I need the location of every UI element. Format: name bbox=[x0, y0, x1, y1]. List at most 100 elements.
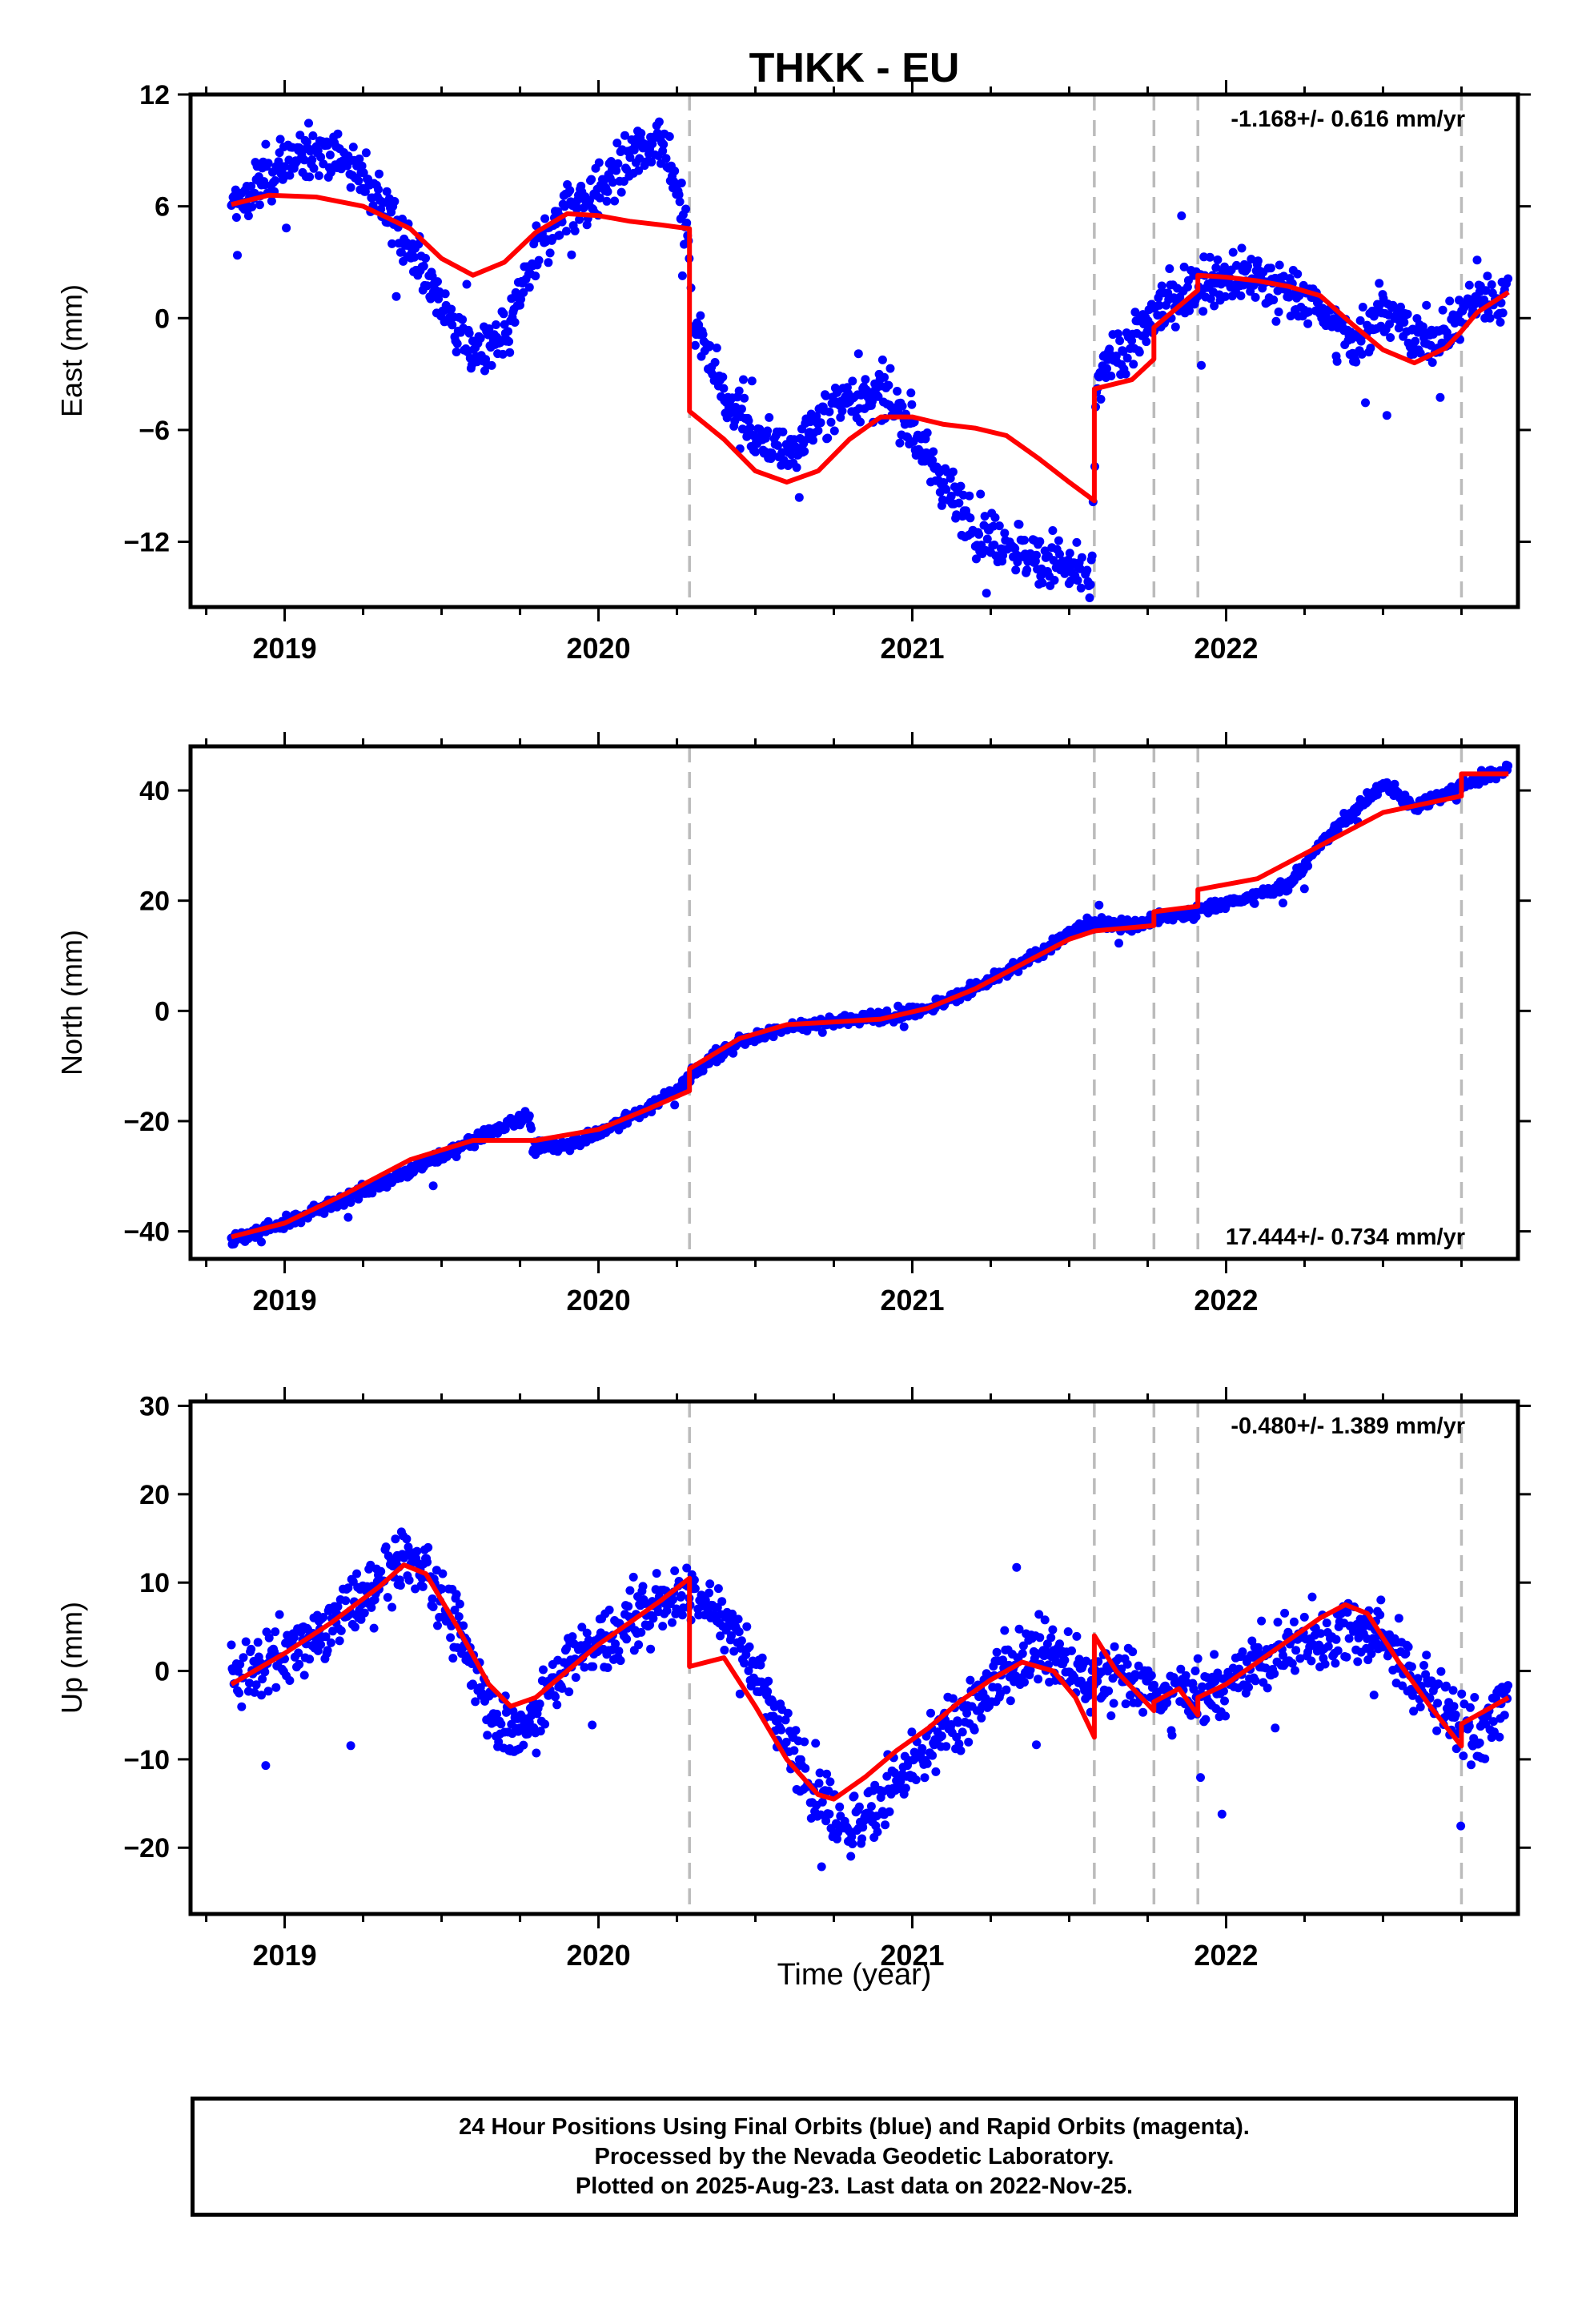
data-point bbox=[613, 159, 623, 168]
data-point bbox=[645, 1620, 655, 1630]
data-point bbox=[825, 1809, 834, 1819]
data-point bbox=[1286, 312, 1295, 321]
data-point bbox=[404, 1542, 413, 1552]
data-point bbox=[727, 1631, 736, 1640]
data-point bbox=[1243, 262, 1252, 271]
data-point bbox=[829, 426, 839, 436]
data-point bbox=[942, 485, 951, 494]
data-point bbox=[258, 1675, 267, 1684]
data-point bbox=[1106, 372, 1116, 380]
data-point bbox=[616, 1656, 625, 1666]
data-point bbox=[1445, 296, 1455, 306]
data-point bbox=[720, 1646, 729, 1655]
data-point bbox=[314, 171, 323, 180]
data-point bbox=[992, 1647, 1002, 1657]
data-point bbox=[1385, 320, 1394, 329]
data-point bbox=[624, 1602, 633, 1611]
data-point bbox=[359, 1608, 369, 1618]
data-point bbox=[612, 166, 621, 175]
data-point bbox=[351, 1622, 359, 1632]
data-point bbox=[1114, 939, 1123, 948]
data-point bbox=[1096, 395, 1106, 404]
data-point bbox=[567, 250, 576, 259]
data-point bbox=[1279, 1651, 1287, 1660]
data-point bbox=[763, 426, 773, 436]
data-point bbox=[816, 1810, 825, 1819]
data-point bbox=[658, 147, 668, 155]
data-point bbox=[1279, 899, 1287, 908]
data-point bbox=[428, 1602, 438, 1611]
data-point bbox=[562, 227, 571, 236]
data-point bbox=[1138, 1707, 1148, 1717]
data-point bbox=[958, 1727, 967, 1737]
data-point bbox=[966, 1675, 975, 1685]
data-point bbox=[227, 1640, 236, 1650]
data-point bbox=[911, 1775, 921, 1784]
data-point bbox=[536, 1727, 545, 1736]
data-point bbox=[769, 1032, 778, 1042]
data-point bbox=[1154, 300, 1164, 310]
data-point bbox=[243, 211, 253, 220]
data-point bbox=[773, 440, 782, 450]
data-point bbox=[316, 152, 326, 162]
data-point bbox=[417, 1574, 427, 1583]
data-point bbox=[247, 1644, 256, 1654]
data-point bbox=[1434, 1679, 1443, 1689]
data-point bbox=[1419, 1661, 1428, 1670]
data-point bbox=[976, 489, 986, 499]
y-axis-label: North (mm) bbox=[55, 930, 88, 1076]
data-point bbox=[1289, 1617, 1299, 1626]
data-point bbox=[234, 1667, 243, 1676]
data-point bbox=[682, 1563, 692, 1573]
data-point bbox=[801, 1763, 810, 1773]
data-point bbox=[734, 1627, 744, 1637]
data-point bbox=[622, 1634, 632, 1644]
data-point bbox=[1375, 279, 1384, 288]
data-point bbox=[239, 1653, 248, 1663]
data-point bbox=[853, 349, 863, 359]
data-point bbox=[1271, 1723, 1280, 1733]
data-point bbox=[1459, 1751, 1468, 1761]
data-point bbox=[696, 311, 705, 320]
data-point bbox=[1304, 307, 1314, 316]
data-point bbox=[1500, 1711, 1509, 1720]
data-point bbox=[343, 1583, 353, 1593]
data-point bbox=[1303, 319, 1313, 328]
data-point bbox=[1210, 1650, 1219, 1659]
data-point bbox=[1221, 1711, 1231, 1721]
data-point bbox=[1407, 1662, 1416, 1671]
data-point bbox=[523, 1729, 532, 1739]
data-point bbox=[299, 155, 309, 165]
data-point bbox=[1323, 1642, 1333, 1651]
data-point bbox=[1394, 1614, 1403, 1623]
data-point bbox=[381, 1542, 391, 1552]
data-point bbox=[1142, 337, 1151, 347]
data-point bbox=[374, 185, 383, 195]
data-point bbox=[346, 1741, 355, 1751]
data-point bbox=[255, 200, 264, 210]
data-point bbox=[263, 159, 273, 168]
data-point bbox=[391, 292, 401, 301]
data-point bbox=[387, 1602, 397, 1612]
data-point bbox=[1366, 344, 1375, 353]
data-point bbox=[1020, 1678, 1029, 1687]
data-point bbox=[1048, 1625, 1058, 1634]
data-point bbox=[767, 448, 777, 458]
data-point bbox=[994, 521, 1004, 531]
plot-frame bbox=[188, 92, 1520, 609]
data-point bbox=[815, 1768, 825, 1778]
data-point bbox=[1343, 1607, 1352, 1617]
data-point bbox=[917, 1743, 927, 1753]
data-point bbox=[527, 1124, 536, 1133]
data-point bbox=[1357, 349, 1367, 359]
data-point bbox=[710, 358, 720, 367]
data-point bbox=[662, 1606, 672, 1615]
data-point bbox=[1481, 286, 1491, 296]
data-point bbox=[1000, 1626, 1010, 1635]
data-point bbox=[1432, 1726, 1442, 1735]
data-point bbox=[419, 261, 428, 271]
data-point bbox=[745, 423, 755, 432]
data-point bbox=[424, 1542, 433, 1552]
data-point bbox=[821, 391, 831, 400]
